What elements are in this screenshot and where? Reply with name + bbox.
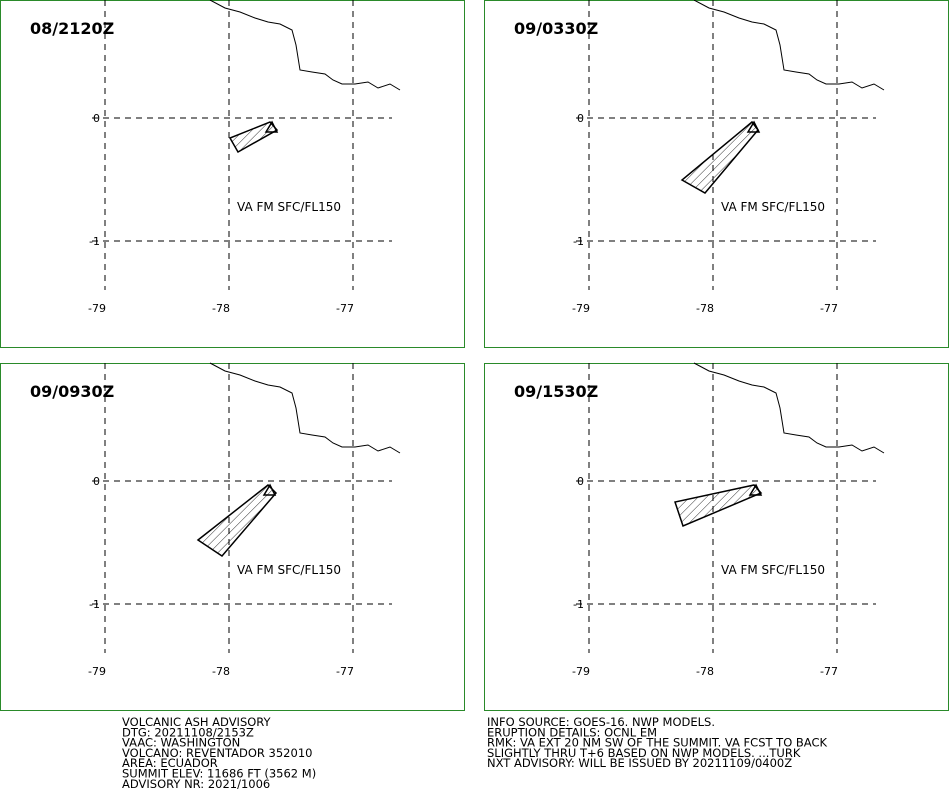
lat-label: 0 <box>93 112 100 125</box>
lon-label: -77 <box>336 302 354 315</box>
lon-label: -78 <box>212 665 230 678</box>
lon-label: -79 <box>572 302 590 315</box>
advisory-line: RMK: VA EXT 20 NM SW OF THE SUMMIT. VA F… <box>487 736 827 750</box>
ash-area <box>674 484 763 528</box>
valid-time: 09/0930Z <box>30 382 114 401</box>
lon-label: -77 <box>820 302 838 315</box>
valid-time: 09/1530Z <box>514 382 598 401</box>
valid-time: 08/2120Z <box>30 19 114 38</box>
advisory-line: AREA: ECUADOR <box>122 756 218 770</box>
volcano-marker <box>746 120 761 133</box>
advisory-line: ADVISORY NR: 2021/1006 <box>122 777 270 791</box>
lon-label: -78 <box>696 665 714 678</box>
map-panel: 0 -1 -79 -78 -77 09/1530Z VA FM SFC/FL150 <box>484 362 949 711</box>
volcano-marker <box>264 120 279 133</box>
lon-label: -79 <box>88 665 106 678</box>
volcano-marker <box>262 483 277 496</box>
advisory-line: NXT ADVISORY: WILL BE ISSUED BY 20211109… <box>487 756 792 770</box>
map-panel: 0 -1 -79 -78 -77 09/0930Z VA FM SFC/FL150 <box>0 362 465 711</box>
lon-label: -78 <box>212 302 230 315</box>
lat-label: -1 <box>573 598 584 611</box>
lon-label: -77 <box>336 665 354 678</box>
map-panel: 0 -1 -79 -78 -77 09/0330Z VA FM SFC/FL150 <box>484 0 949 348</box>
ash-label: VA FM SFC/FL150 <box>721 200 825 214</box>
panel-border <box>0 363 465 711</box>
lat-label: -1 <box>89 235 100 248</box>
lat-label: 0 <box>93 475 100 488</box>
advisory-line: SUMMIT ELEV: 11686 FT (3562 M) <box>122 767 316 781</box>
volcano-marker <box>748 483 763 496</box>
advisory-line: ERUPTION DETAILS: OCNL EM <box>487 725 657 739</box>
advisory-line: VAAC: WASHINGTON <box>122 736 240 750</box>
coastline <box>693 362 885 454</box>
advisory-line: VOLCANO: REVENTADOR 352010 <box>122 746 312 760</box>
ash-area <box>680 120 759 194</box>
coastline <box>693 0 885 91</box>
lat-label: 0 <box>577 475 584 488</box>
lon-label: -78 <box>696 302 714 315</box>
coastline <box>209 0 401 91</box>
coastline <box>209 362 401 454</box>
ash-area <box>196 483 278 557</box>
panel-border <box>484 0 949 348</box>
ash-area <box>228 121 279 154</box>
advisory-line: DTG: 20211108/2153Z <box>122 725 254 739</box>
lat-label: -1 <box>573 235 584 248</box>
advisory-line: SLIGHTLY THRU T+6 BASED ON NWP MODELS. .… <box>487 746 801 760</box>
panel-border <box>484 363 949 711</box>
lat-label: 0 <box>577 112 584 125</box>
panel-border <box>0 0 465 348</box>
lat-label: -1 <box>89 598 100 611</box>
ash-label: VA FM SFC/FL150 <box>237 200 341 214</box>
lon-label: -79 <box>572 665 590 678</box>
lon-label: -77 <box>820 665 838 678</box>
advisory-line: VOLCANIC ASH ADVISORY <box>122 715 272 729</box>
ash-label: VA FM SFC/FL150 <box>237 563 341 577</box>
valid-time: 09/0330Z <box>514 19 598 38</box>
advisory-line: INFO SOURCE: GOES-16. NWP MODELS. <box>487 715 715 729</box>
lon-label: -79 <box>88 302 106 315</box>
ash-label: VA FM SFC/FL150 <box>721 563 825 577</box>
map-panel: 0 -1 -79 -78 -77 08/2120Z VA FM SFC/FL150 <box>0 0 465 348</box>
